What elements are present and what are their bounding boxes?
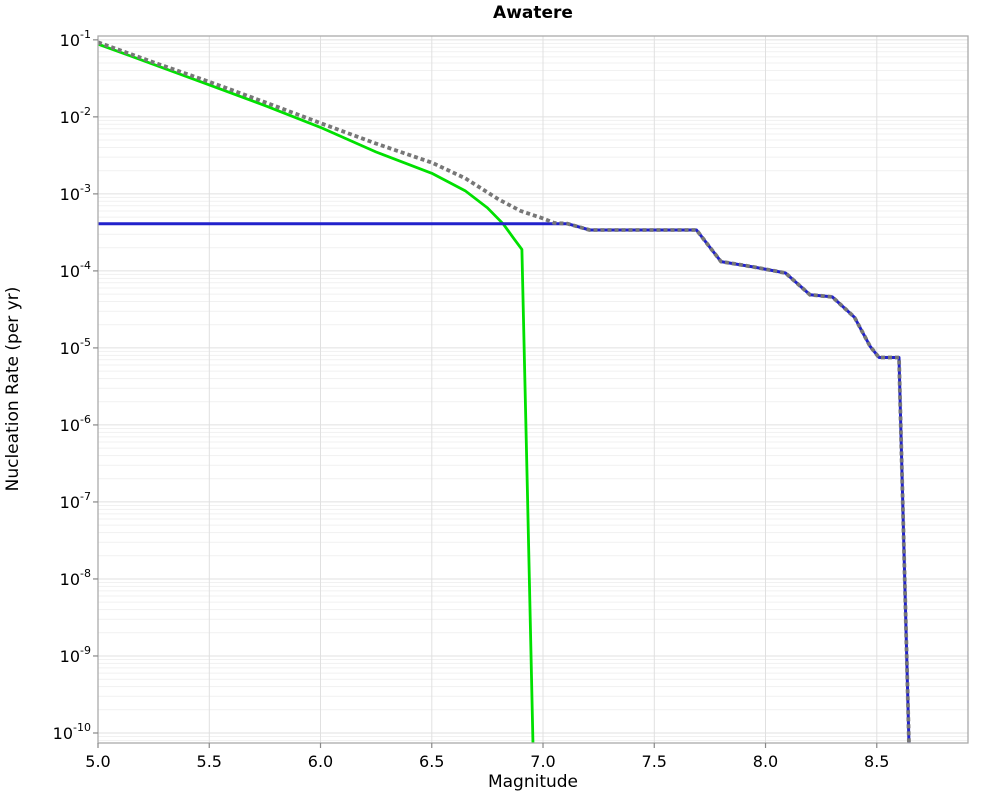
y-tick-label: 10-2	[60, 105, 91, 127]
y-tick-label: 10-10	[53, 721, 91, 743]
series-group	[98, 40, 911, 743]
series-green-solid	[98, 42, 535, 743]
x-axis-label: Magnitude	[487, 772, 579, 792]
grid-minor	[98, 42, 968, 741]
x-tick-label: 5.5	[197, 752, 222, 771]
y-tick-label: 10-3	[60, 182, 91, 204]
chart-title: Awatere	[493, 3, 573, 23]
y-tick-label: 10-1	[60, 28, 91, 50]
y-tick-label: 10-5	[60, 336, 91, 358]
x-tick-label: 8.5	[864, 752, 889, 771]
y-tick-label: 10-8	[60, 567, 91, 589]
y-axis-label: Nucleation Rate (per yr)	[3, 286, 23, 492]
y-tick-label: 10-6	[60, 413, 91, 435]
x-tick-label: 8.0	[753, 752, 778, 771]
x-tick-label: 6.0	[308, 752, 333, 771]
x-tick-label: 5.0	[85, 752, 110, 771]
x-tick-label: 7.0	[530, 752, 555, 771]
y-tick-label: 10-7	[60, 490, 91, 512]
plot-border	[97, 35, 969, 744]
tick-labels: 5.0 5.5 6.0 6.5 7.0 7.5 8.0 8.5 10-1 10-2 10-3 10-4…	[53, 28, 890, 771]
y-tick-label: 10-4	[60, 259, 91, 281]
x-tick-label: 6.5	[419, 752, 444, 771]
y-tick-label: 10-9	[60, 644, 91, 666]
grid-major	[97, 36, 968, 743]
axis-ticks	[93, 39, 878, 748]
series-gray-dotted	[98, 40, 911, 743]
x-tick-label: 7.5	[642, 752, 667, 771]
